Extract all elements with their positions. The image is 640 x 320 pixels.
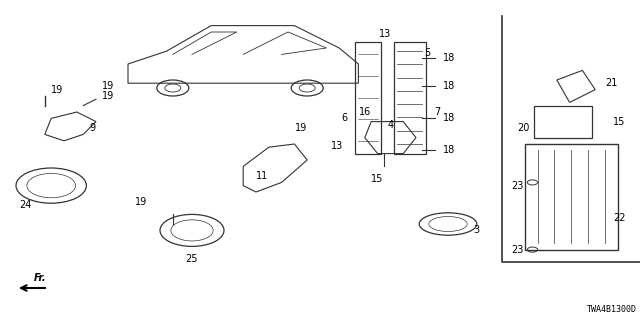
Text: 19: 19 [294,123,307,133]
Text: 13: 13 [331,140,343,151]
Text: 19: 19 [102,91,115,101]
Text: 18: 18 [443,145,455,156]
Text: 15: 15 [613,116,625,127]
Text: 19: 19 [102,81,115,92]
Text: 22: 22 [613,212,626,223]
Text: TWA4B1300D: TWA4B1300D [587,305,637,314]
Text: 24: 24 [19,200,32,210]
Bar [394,42,426,154]
Text: 4: 4 [387,120,394,130]
Text: 6: 6 [341,113,348,124]
Text: 3: 3 [474,225,480,236]
Text: 21: 21 [605,78,617,88]
Text: 15: 15 [371,174,384,184]
Bar [534,106,592,138]
Text: 18: 18 [443,81,455,92]
Bar [355,42,381,154]
Text: 7: 7 [434,107,440,117]
Text: 18: 18 [443,52,455,63]
Text: 20: 20 [518,123,530,133]
Text: 23: 23 [511,180,524,191]
Text: 19: 19 [51,84,63,95]
Bar [525,144,618,250]
Text: 16: 16 [358,107,371,117]
Text: 25: 25 [186,254,198,264]
Text: 13: 13 [379,28,391,39]
Text: Fr.: Fr. [33,273,46,283]
Text: 23: 23 [511,244,524,255]
Text: 11: 11 [256,171,269,181]
Text: 19: 19 [134,196,147,207]
Text: 18: 18 [443,113,455,124]
Text: 9: 9 [90,123,96,133]
Text: 5: 5 [424,48,431,58]
